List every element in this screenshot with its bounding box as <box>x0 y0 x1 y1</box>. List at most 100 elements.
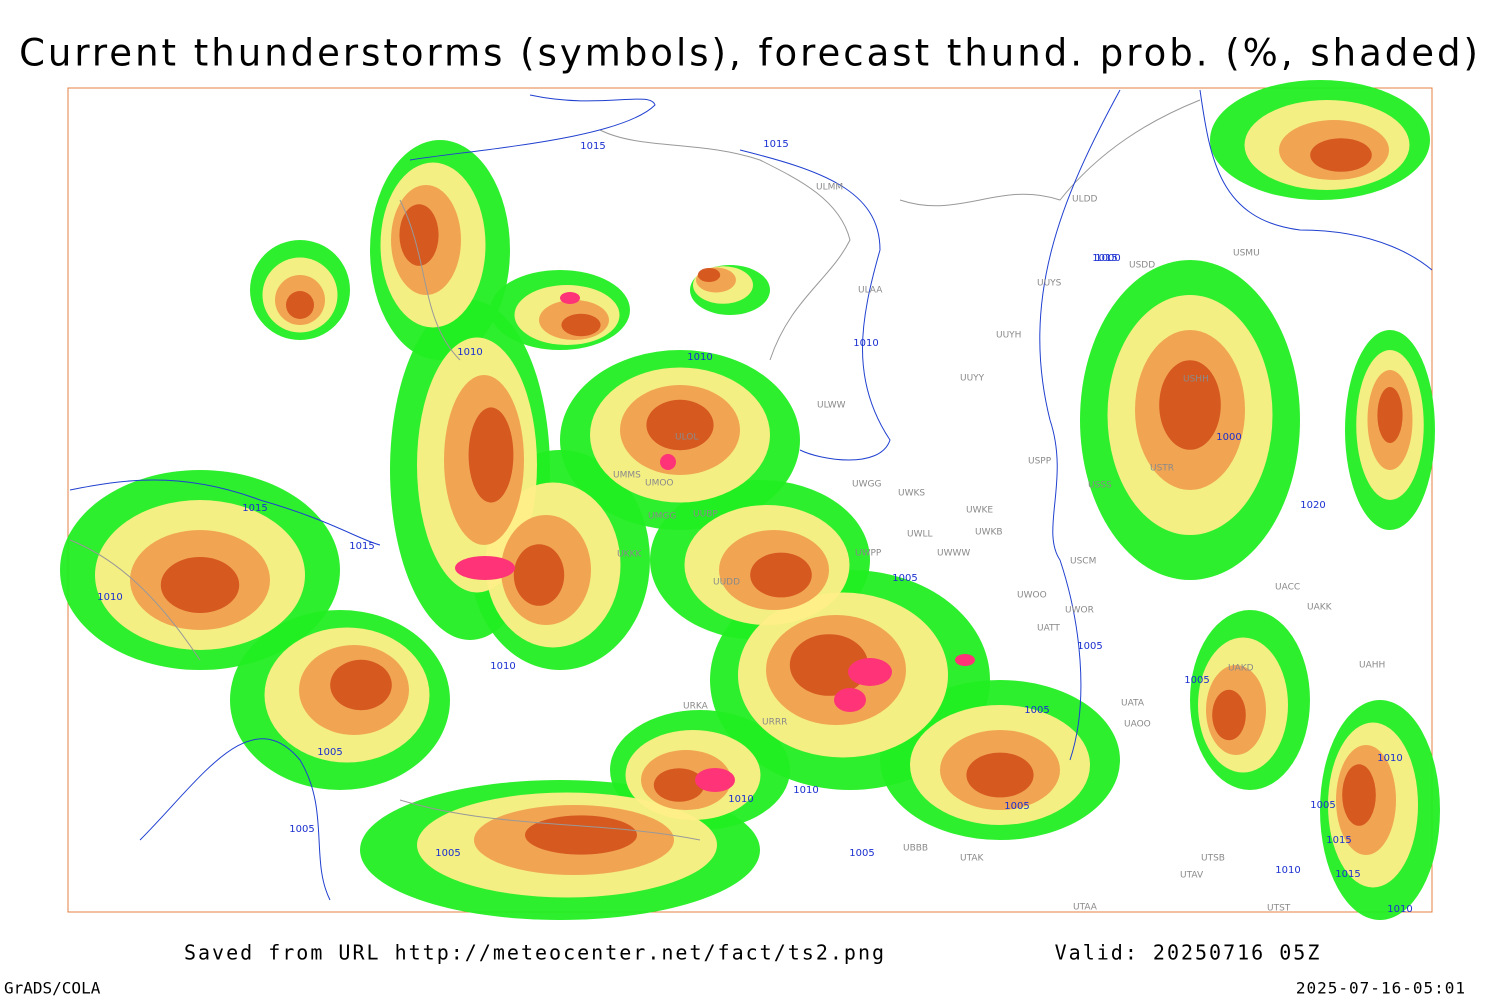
station-label: UWKB <box>975 528 1003 538</box>
storm-area <box>660 454 676 470</box>
isobar-label: 1010 <box>793 785 818 796</box>
station-label: UACC <box>1275 583 1300 593</box>
station-label: UUYS <box>1037 279 1062 289</box>
station-label: USPP <box>1028 457 1052 467</box>
isobar-label: 1010 <box>97 592 122 603</box>
storm-area <box>955 654 975 666</box>
station-label: UBBB <box>903 844 928 854</box>
footer-timestamp: 2025-07-16-05:01 <box>1296 979 1466 998</box>
station-label: ULMM <box>816 183 843 193</box>
shading <box>1212 689 1246 741</box>
station-label: ULAA <box>858 286 883 296</box>
shading <box>1342 764 1376 826</box>
shading <box>697 268 721 282</box>
station-label: UATT <box>1037 624 1060 634</box>
station-label: ULDD <box>1072 195 1098 205</box>
isobar-label: 1010 <box>853 338 878 349</box>
isobar-label: 1005 <box>1024 705 1049 716</box>
isobar-label: 1005 <box>1184 675 1209 686</box>
station-label: UUYY <box>960 374 985 384</box>
station-label: UTAV <box>1180 871 1204 881</box>
shading <box>513 544 565 606</box>
footer-source: Saved from URL http://meteocenter.net/fa… <box>184 941 886 965</box>
isobar-label: 1015 <box>1092 253 1117 264</box>
shading <box>160 557 240 613</box>
isobar-label: 1015 <box>763 139 788 150</box>
station-label: URRR <box>762 718 787 728</box>
footer-credit: GrADS/COLA <box>4 979 101 998</box>
station-label: UUDD <box>713 578 740 588</box>
shading <box>966 752 1034 798</box>
isobars <box>69 89 1433 901</box>
station-label: ULWW <box>817 401 846 411</box>
storm-area <box>455 556 515 580</box>
station-label: UMMS <box>613 471 641 481</box>
shading <box>286 291 314 319</box>
shading <box>646 399 714 451</box>
station-label: UWPP <box>855 549 882 559</box>
isobar-label: 1015 <box>349 541 374 552</box>
station-label: ULOL <box>675 433 698 443</box>
shading <box>330 659 392 711</box>
station-label: UAKK <box>1307 603 1333 613</box>
isobar-label: 1010 <box>1387 904 1412 915</box>
station-label: UTSB <box>1201 854 1225 864</box>
station-label: UAHH <box>1359 661 1385 671</box>
storm-area <box>848 658 892 686</box>
station-label: UWLL <box>907 530 933 540</box>
shading <box>561 313 601 337</box>
station-label: UKKK <box>617 550 642 560</box>
station-label: USSS <box>1088 481 1112 491</box>
isobar-label: 1005 <box>849 848 874 859</box>
isobar-label: 1005 <box>289 824 314 835</box>
isobar-label: 1005 <box>1004 801 1029 812</box>
station-label: UWWW <box>937 549 970 559</box>
shading <box>1377 387 1403 443</box>
station-label: UWKS <box>898 489 925 499</box>
shading <box>1159 360 1221 450</box>
isobar-label: 1005 <box>435 848 460 859</box>
title: Current thunderstorms (symbols), forecas… <box>19 32 1481 75</box>
isobar-label: 1005 <box>1310 800 1335 811</box>
isobar-label: 1010 <box>490 661 515 672</box>
station-label: UWGG <box>852 480 881 490</box>
probability-shading <box>60 80 1440 920</box>
isobar-label: 1015 <box>1326 835 1351 846</box>
isobar-label: 1005 <box>1077 641 1102 652</box>
isobar-label: 1005 <box>892 573 917 584</box>
station-label: UTAA <box>1073 903 1098 913</box>
isobar-label: 1015 <box>242 503 267 514</box>
storm-area <box>695 768 735 792</box>
station-label: UWKE <box>966 506 993 516</box>
station-label: UTAK <box>960 854 985 864</box>
isobar-label: 1010 <box>457 347 482 358</box>
station-label: UWOR <box>1065 606 1094 616</box>
station-label: UUYH <box>996 331 1021 341</box>
station-label: UTST <box>1267 904 1291 914</box>
isobar-label: 1005 <box>317 747 342 758</box>
isobar-label: 1010 <box>728 794 753 805</box>
isobar-label: 1015 <box>1335 869 1360 880</box>
isobar-label: 1000 <box>1095 253 1120 264</box>
station-label: UAKD <box>1228 664 1254 674</box>
station-label: UMGG <box>648 512 676 522</box>
shading <box>789 634 869 696</box>
coastlines <box>69 99 1201 841</box>
station-label: UATA <box>1121 699 1145 709</box>
station-label: UMOO <box>645 479 674 489</box>
isobar-label: 1010 <box>1377 753 1402 764</box>
isobar-label: 1020 <box>1300 500 1325 511</box>
station-label: UUBP <box>693 510 718 520</box>
shading <box>525 815 637 855</box>
shading <box>1310 138 1372 172</box>
station-label: USTR <box>1150 464 1174 474</box>
footer-valid: Valid: 20250716 05Z <box>1055 941 1322 965</box>
shading <box>750 552 812 598</box>
station-label: USCM <box>1070 557 1096 567</box>
storm-area <box>560 292 580 304</box>
shading <box>468 407 514 503</box>
station-label: USMU <box>1233 249 1260 259</box>
storm-area <box>834 688 866 712</box>
